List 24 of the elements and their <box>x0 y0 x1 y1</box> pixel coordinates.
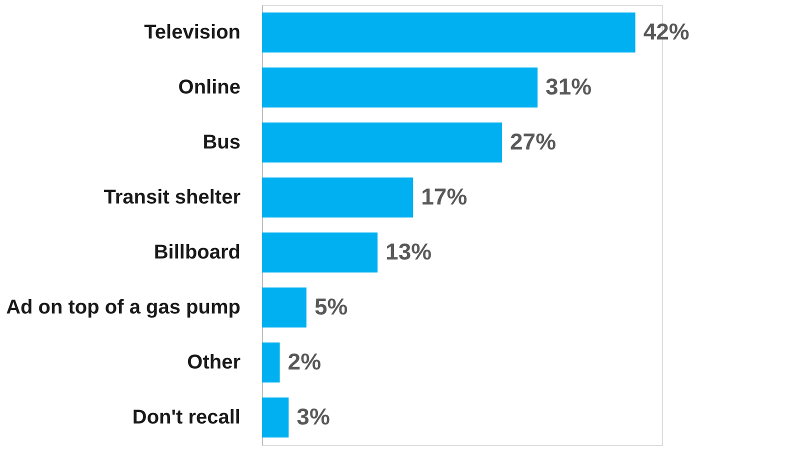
y-tick-label: Other <box>187 352 241 374</box>
bar <box>262 398 289 438</box>
data-label: 31% <box>546 74 592 100</box>
y-tick-label: Bus <box>202 132 240 154</box>
bar <box>262 122 502 162</box>
data-label: 27% <box>510 128 556 154</box>
data-label: 3% <box>296 404 330 430</box>
bar <box>262 178 414 218</box>
bar <box>262 12 636 52</box>
y-tick-label: Television <box>144 22 240 44</box>
y-tick-label: Online <box>178 76 240 98</box>
bar <box>262 68 538 108</box>
y-tick-label: Ad on top of a gas pump <box>6 296 240 318</box>
bar <box>262 232 378 272</box>
y-tick-label: Transit shelter <box>104 186 241 208</box>
data-label: 42% <box>643 18 690 44</box>
y-tick-label: Billboard <box>154 242 240 264</box>
data-label: 13% <box>386 238 432 264</box>
y-tick-label: Don't recall <box>132 406 240 428</box>
bar <box>262 342 280 382</box>
data-label: 2% <box>288 348 322 374</box>
bar <box>262 288 306 328</box>
data-label: 17% <box>421 184 468 210</box>
data-label: 5% <box>314 294 348 320</box>
